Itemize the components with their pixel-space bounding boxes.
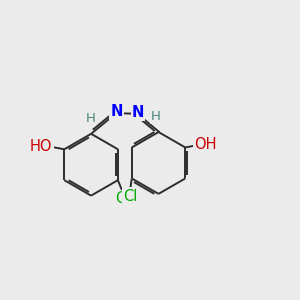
Text: OH: OH [194, 137, 216, 152]
Text: H: H [85, 112, 95, 125]
Text: HO: HO [30, 139, 52, 154]
Text: N: N [110, 104, 123, 119]
Text: H: H [151, 110, 160, 123]
Text: Cl: Cl [115, 191, 130, 206]
Text: N: N [132, 104, 144, 119]
Text: Cl: Cl [123, 189, 137, 204]
